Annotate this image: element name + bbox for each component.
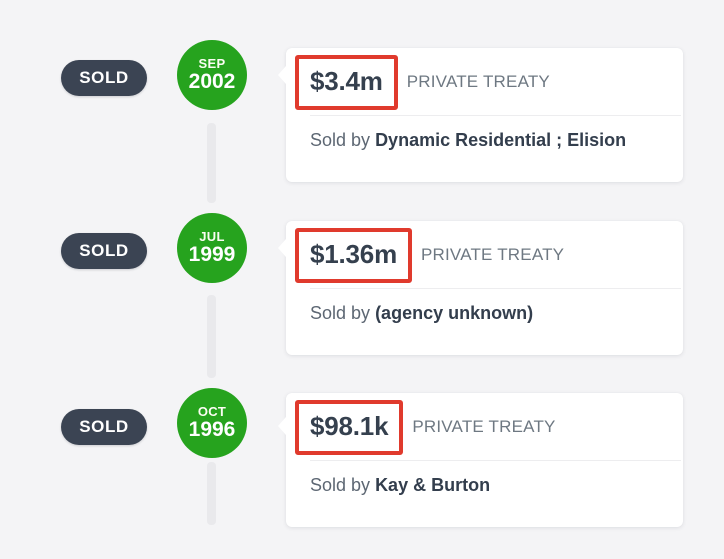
timeline-connector xyxy=(207,295,216,378)
agency-name: Kay & Burton xyxy=(375,475,491,495)
sale-type-label: PRIVATE TREATY xyxy=(412,417,556,436)
date-year: 2002 xyxy=(188,69,236,93)
date-month: OCT xyxy=(197,403,227,419)
sale-price: $3.4m xyxy=(310,65,383,96)
date-month: JUL xyxy=(199,228,225,244)
date-year: 1996 xyxy=(188,417,236,441)
sale-type-label: PRIVATE TREATY xyxy=(406,72,550,91)
sale-card: $98.1k PRIVATE TREATY Sold by Kay & Burt… xyxy=(278,393,683,527)
card-divider xyxy=(310,115,681,116)
sold-by-row: Sold by Dynamic Residential ; Elision xyxy=(310,130,673,151)
status-badge-label: SOLD xyxy=(79,68,129,87)
sold-by-row: Sold by (agency unknown) xyxy=(310,303,673,324)
price-highlight-box: $98.1k xyxy=(295,399,404,455)
date-year: 1999 xyxy=(188,242,236,266)
sale-price: $1.36m xyxy=(310,238,397,269)
price-highlight-box: $1.36m xyxy=(295,227,412,283)
card-divider xyxy=(310,460,681,461)
sale-history-row: SOLD SEP 2002 $3.4m PRIVATE TREATY Sold … xyxy=(0,40,724,213)
status-badge-label: SOLD xyxy=(79,241,129,260)
status-badge: SOLD xyxy=(61,233,147,269)
sale-type-label: PRIVATE TREATY xyxy=(420,245,565,264)
timeline-connector xyxy=(207,462,216,525)
price-row: $3.4m PRIVATE TREATY xyxy=(295,48,673,116)
date-circle: OCT 1996 xyxy=(177,388,247,458)
sale-card: $3.4m PRIVATE TREATY Sold by Dynamic Res… xyxy=(278,48,683,182)
card-pointer xyxy=(278,66,286,84)
agency-name: Dynamic Residential ; Elision xyxy=(375,130,627,150)
price-highlight-box: $3.4m xyxy=(295,54,398,110)
sale-history-row: SOLD JUL 1999 $1.36m PRIVATE TREATY Sold… xyxy=(0,213,724,386)
price-row: $98.1k PRIVATE TREATY xyxy=(295,393,673,461)
sold-by-label: Sold by xyxy=(310,303,371,323)
sale-card: $1.36m PRIVATE TREATY Sold by (agency un… xyxy=(278,221,683,355)
date-month: SEP xyxy=(198,55,226,71)
status-badge: SOLD xyxy=(61,409,147,445)
card-divider xyxy=(310,288,681,289)
agency-name: (agency unknown) xyxy=(375,303,534,323)
date-circle: SEP 2002 xyxy=(177,40,247,110)
sold-by-row: Sold by Kay & Burton xyxy=(310,475,673,496)
timeline-connector xyxy=(207,123,216,203)
status-badge-label: SOLD xyxy=(79,417,129,436)
sale-price: $98.1k xyxy=(310,410,389,441)
card-pointer xyxy=(278,239,286,257)
status-badge: SOLD xyxy=(61,60,147,96)
sold-by-label: Sold by xyxy=(310,475,371,495)
sold-by-label: Sold by xyxy=(310,130,371,150)
date-circle: JUL 1999 xyxy=(177,213,247,283)
card-pointer xyxy=(278,417,286,435)
sale-history-row: SOLD OCT 1996 $98.1k PRIVATE TREATY Sold… xyxy=(0,386,724,559)
price-row: $1.36m PRIVATE TREATY xyxy=(295,221,673,289)
